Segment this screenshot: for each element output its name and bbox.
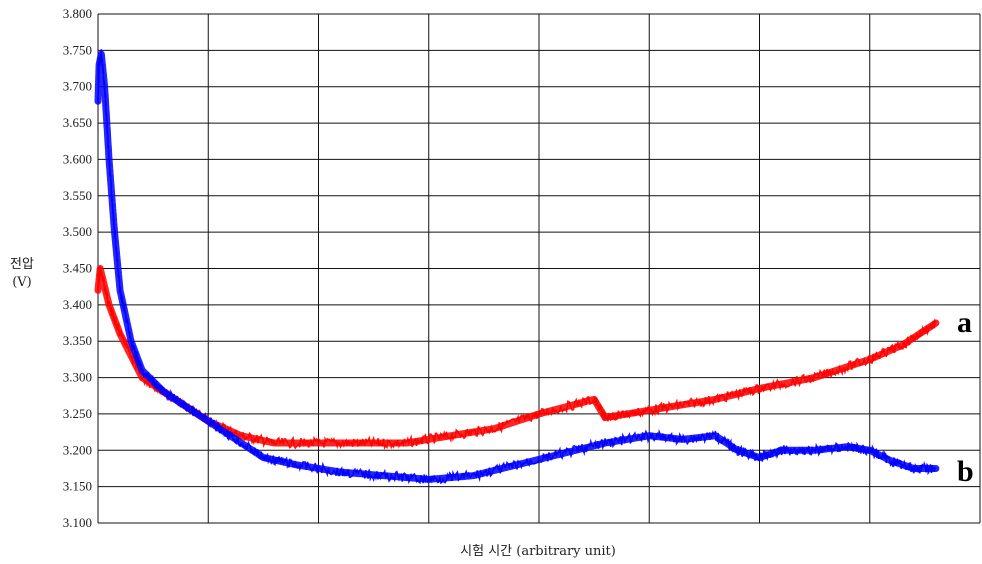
series-label-b: b xyxy=(957,455,974,488)
y-axis-label-line2: (V) xyxy=(12,275,32,290)
y-tick-label: 3.750 xyxy=(63,42,92,57)
y-tick-label: 3.700 xyxy=(63,79,92,94)
y-tick-label: 3.600 xyxy=(63,151,92,166)
series-a-noise xyxy=(97,266,937,450)
grid xyxy=(97,13,981,524)
y-tick-label: 3.300 xyxy=(63,370,92,385)
y-tick-label: 3.150 xyxy=(63,479,92,494)
series-label-a: a xyxy=(957,306,972,339)
series-lines xyxy=(94,49,940,485)
y-axis-label-line1: 전압 xyxy=(10,257,34,272)
y-tick-label: 3.200 xyxy=(63,442,92,457)
y-tick-label: 3.500 xyxy=(63,224,92,239)
series-b-noise xyxy=(97,49,937,485)
y-tick-label: 3.650 xyxy=(63,115,92,130)
series-b-line xyxy=(94,50,940,483)
y-tick-label: 3.250 xyxy=(63,406,92,421)
y-tick-label: 3.350 xyxy=(63,333,92,348)
y-tick-label: 3.450 xyxy=(63,261,92,276)
y-tick-label: 3.550 xyxy=(63,188,92,203)
y-tick-label: 3.800 xyxy=(63,6,92,21)
y-tick-labels: 3.100 3.150 3.200 3.250 3.300 3.350 3.400 3.450… xyxy=(63,6,92,530)
y-tick-label: 3.100 xyxy=(63,515,92,530)
y-tick-label: 3.400 xyxy=(63,297,92,312)
series-a-line xyxy=(94,265,940,447)
x-axis-label: 시험 시간 (arbitrary unit) xyxy=(460,544,616,559)
